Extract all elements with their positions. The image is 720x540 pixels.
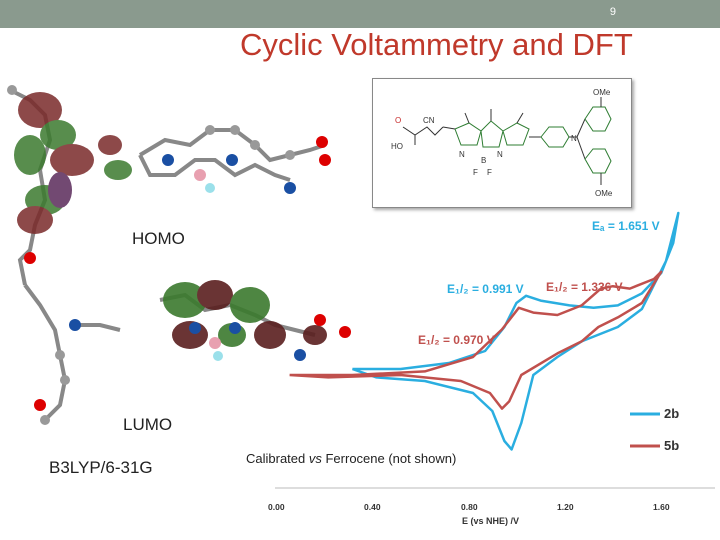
basis-set-label: B3LYP/6-31G bbox=[49, 458, 153, 477]
annotation-e12-red-high: E₁/₂ = 1.336 V bbox=[546, 280, 623, 294]
slide-number: 9 bbox=[609, 6, 616, 18]
ome-top-label: OMe bbox=[593, 88, 611, 97]
fluorine-1-label: F bbox=[473, 168, 478, 177]
x-tick-2: 0.80 bbox=[461, 502, 478, 512]
nitrogen-right-label: N bbox=[497, 150, 503, 159]
series-5b-line bbox=[289, 270, 663, 410]
nitrogen-left-label: N bbox=[459, 150, 465, 159]
x-tick-3: 1.20 bbox=[557, 502, 574, 512]
calibration-vs: vs bbox=[308, 451, 322, 466]
chemical-structure-inset: OMe OMe O CN HO N B N F F N bbox=[372, 78, 632, 208]
x-tick-4: 1.60 bbox=[653, 502, 670, 512]
annotation-e12-red-low: E₁/₂ = 0.970 V bbox=[418, 333, 495, 347]
x-tick-1: 0.40 bbox=[364, 502, 381, 512]
structure-drawing: OMe OMe O CN HO N B N F F N bbox=[391, 88, 613, 198]
calibration-note: Calibrated vs Ferrocene (not shown) bbox=[246, 451, 456, 466]
annotation-ea: Eₐ = 1.651 V bbox=[592, 219, 660, 233]
legend-label-2b: 2b bbox=[664, 406, 680, 421]
ome-bottom-label: OMe bbox=[595, 189, 613, 198]
fluorine-2-label: F bbox=[487, 168, 492, 177]
dft-orbital-image bbox=[7, 85, 351, 425]
header-bar: 9 bbox=[0, 0, 720, 28]
amine-nitrogen-label: N bbox=[571, 134, 577, 143]
boron-label: B bbox=[481, 156, 486, 165]
series-2b-line bbox=[351, 211, 680, 451]
lumo-label: LUMO bbox=[123, 415, 173, 434]
cyano-label: CN bbox=[423, 116, 435, 125]
x-tick-0: 0.00 bbox=[268, 502, 285, 512]
cv-chart bbox=[275, 211, 715, 489]
hydroxyl-label: HO bbox=[391, 142, 403, 151]
calibration-prefix: Calibrated bbox=[246, 451, 309, 466]
homo-label: HOMO bbox=[132, 229, 185, 248]
x-axis-label: E (vs NHE) /V bbox=[462, 516, 520, 526]
legend-label-5b: 5b bbox=[664, 438, 680, 453]
calibration-suffix: Ferrocene (not shown) bbox=[321, 451, 457, 466]
annotation-e12-blue: E₁/₂ = 0.991 V bbox=[447, 282, 524, 296]
oxygen-label: O bbox=[395, 116, 401, 125]
slide-title: Cyclic Voltammetry and DFT bbox=[240, 27, 633, 62]
